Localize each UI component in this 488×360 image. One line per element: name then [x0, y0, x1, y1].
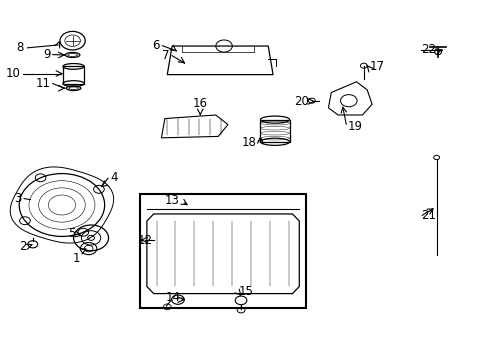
Text: 21: 21 [420, 209, 435, 222]
Text: 16: 16 [192, 97, 207, 111]
Text: 7: 7 [162, 49, 169, 62]
Text: 1: 1 [72, 252, 80, 265]
Bar [139, 194, 305, 308]
Bar [63, 66, 84, 84]
Text: 9: 9 [43, 48, 51, 61]
Text: 17: 17 [369, 60, 385, 73]
Text: 4: 4 [110, 171, 117, 184]
Text: 14: 14 [165, 291, 180, 304]
Text: 12: 12 [138, 234, 152, 247]
Text: 5: 5 [67, 227, 75, 240]
Text: 20: 20 [294, 95, 309, 108]
Text: 15: 15 [239, 285, 253, 298]
Text: 18: 18 [241, 136, 256, 149]
Text: 13: 13 [164, 194, 179, 207]
Text: 3: 3 [14, 192, 21, 205]
Text: 19: 19 [347, 120, 362, 133]
Text: 11: 11 [36, 77, 51, 90]
Text: 8: 8 [17, 41, 24, 54]
Bar [260, 120, 289, 142]
Text: 22: 22 [420, 43, 435, 56]
Text: 6: 6 [152, 39, 160, 52]
Text: 2: 2 [19, 240, 26, 253]
Text: 10: 10 [5, 67, 20, 80]
